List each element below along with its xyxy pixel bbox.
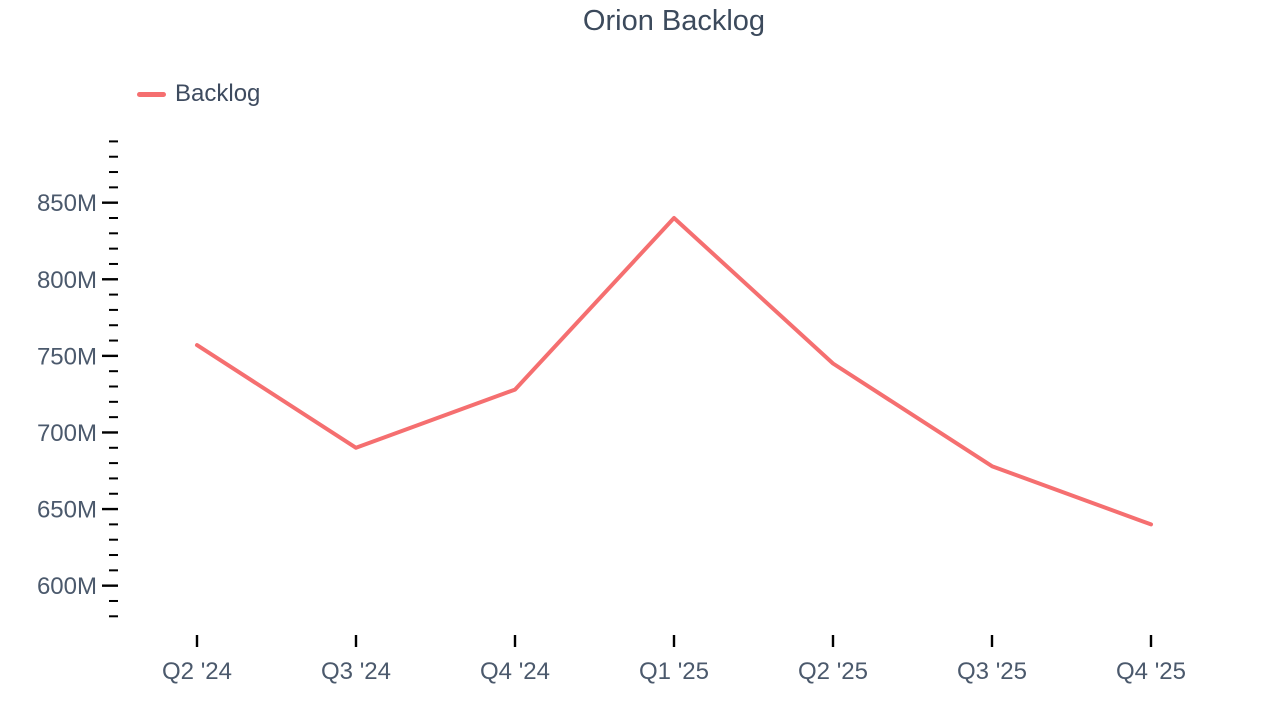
- x-axis-label: Q3 '25: [957, 658, 1027, 685]
- y-axis-label: 850M: [37, 190, 97, 217]
- y-axis-label: 650M: [37, 497, 97, 524]
- y-axis-label: 750M: [37, 343, 97, 370]
- x-axis-label: Q3 '24: [321, 658, 391, 685]
- legend-swatch: [137, 91, 166, 97]
- series-line-backlog: [195, 216, 1153, 527]
- legend: Backlog: [137, 80, 260, 108]
- chart-title: Orion Backlog: [582, 5, 766, 37]
- x-axis-label: Q4 '25: [1116, 658, 1186, 685]
- y-axis-label: 600M: [37, 573, 97, 600]
- y-axis-label: 700M: [37, 420, 97, 447]
- y-axis-label: 800M: [37, 267, 97, 294]
- legend-label: Backlog: [175, 80, 261, 107]
- x-axis-label: Q4 '24: [480, 658, 550, 685]
- x-axis-label: Q2 '25: [798, 658, 868, 685]
- x-axis-label: Q1 '25: [639, 658, 709, 685]
- x-axis-label: Q2 '24: [162, 658, 232, 685]
